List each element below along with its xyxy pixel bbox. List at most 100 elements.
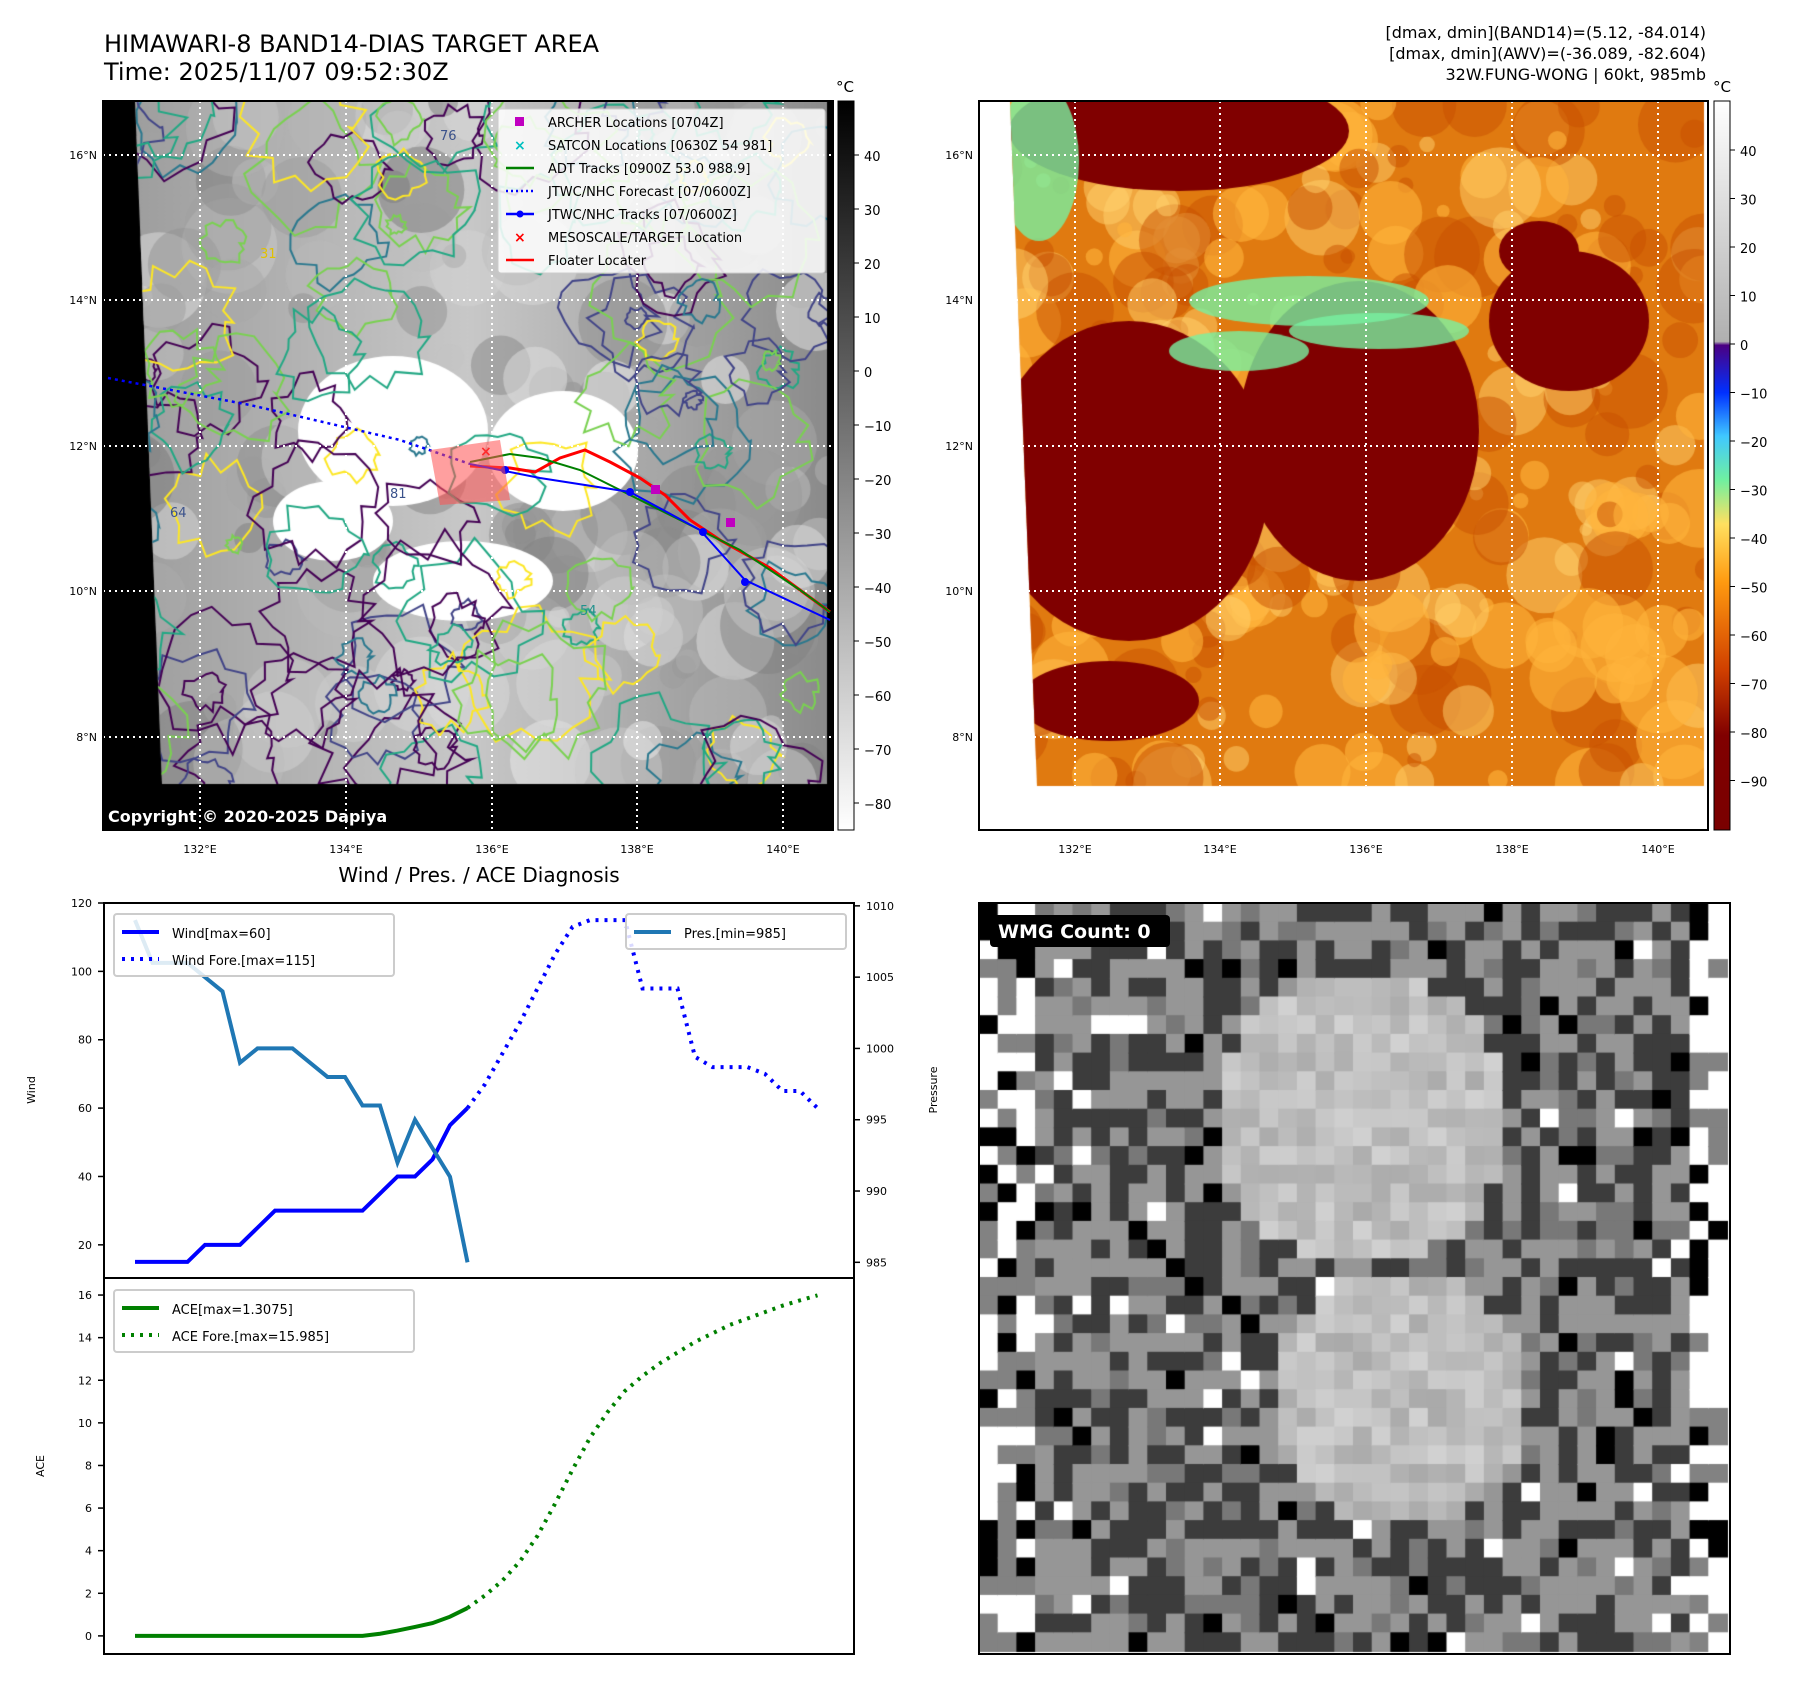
adt-track [469, 452, 831, 613]
legend-item: × MESOSCALE/TARGET Location [514, 230, 742, 246]
ace-axes-frame [103, 1277, 855, 1655]
colorbar-tick-label: −40 [864, 582, 891, 597]
wind-ytick-label: 120 [71, 897, 92, 910]
colorbar-tick-label: 30 [1740, 194, 1757, 209]
figure-title: HIMAWARI-8 BAND14-DIAS TARGET AREA [104, 30, 600, 58]
legend-label: Wind Fore.[max=115] [172, 954, 315, 969]
colorbar-tick-label: 20 [1740, 242, 1757, 257]
wind-ytick-label: 40 [78, 1170, 92, 1183]
contour-label: 64 [170, 506, 187, 521]
pressure-ytick-label: 985 [866, 1256, 887, 1269]
lat-label-map1: 16°N [69, 149, 97, 162]
colorbar-tick-label: 0 [1740, 339, 1748, 354]
colorbar-tick-label: −60 [864, 690, 891, 705]
lat-label-map1: 10°N [69, 585, 97, 598]
ace-ytick-label: 6 [85, 1502, 92, 1515]
lon-label-map1: 136°E [475, 843, 508, 856]
lon-label-map1: 138°E [620, 843, 653, 856]
lat-label-map2: 10°N [945, 585, 973, 598]
lat-label-map1: 8°N [76, 731, 97, 744]
wmg-badge [990, 915, 1170, 947]
wmg-imagery [979, 903, 1730, 1654]
ace-ytick-label: 14 [78, 1332, 92, 1345]
map2-overlays [978, 100, 1709, 831]
ace-ytick-label: 4 [85, 1545, 92, 1558]
legend-item: Floater Locater [506, 254, 647, 269]
colorbar-tick-label: −60 [1740, 630, 1767, 645]
colorbar-tick-label: 10 [1740, 291, 1757, 306]
ace-ytick-label: 10 [78, 1417, 92, 1430]
archer-location-marker [726, 518, 735, 527]
lon-label-map2: 136°E [1349, 843, 1382, 856]
lat-label-map2: 14°N [945, 294, 973, 307]
lat-label-map1: 12°N [69, 440, 97, 453]
chart-legend: ACE[max=1.3075] ACE Fore.[max=15.985] [113, 1289, 415, 1353]
chart-legend: Wind[max=60] Wind Fore.[max=115] [113, 913, 395, 977]
colorbar-tick-label: −50 [864, 636, 891, 651]
colorbar-tick-label: −70 [864, 744, 891, 759]
wmg-frame [978, 902, 1731, 1655]
square-marker-icon [515, 117, 524, 126]
x-marker-icon: × [514, 138, 526, 154]
colorbar-tick-label: −30 [1740, 485, 1767, 500]
lon-label-map2: 138°E [1495, 843, 1528, 856]
pressure-ytick-label: 1000 [866, 1042, 894, 1055]
jtwc-track [469, 463, 831, 621]
map1-colorbar: °C 40 30 20 10 0 −10 −20 −30 −40 −50 −60 −70 −80 [836, 78, 891, 831]
lat-label-map1: 14°N [69, 294, 97, 307]
map1-overlays: × 76 64 31 54 81 Copyright © 2020-2025 D… [102, 100, 834, 831]
chart-title: Wind / Pres. / ACE Diagnosis [338, 863, 619, 887]
map1-legend: ARCHER Locations [0704Z] × SATCON Location… [497, 108, 826, 274]
legend-label: ADT Tracks [0900Z 53.0 988.9] [548, 162, 750, 177]
ace-ytick-label: 0 [85, 1630, 92, 1643]
wind-ytick-label: 100 [71, 965, 92, 978]
colorbar-tick-label: −70 [1740, 679, 1767, 694]
lon-label-map1: 140°E [766, 843, 799, 856]
colorbar-tick-label: −80 [1740, 727, 1767, 742]
map2-gridlines [1010, 101, 1704, 786]
colorbar-tick-label: 0 [864, 366, 872, 381]
map2-frame [978, 100, 1709, 831]
ace-line [135, 1606, 469, 1638]
lat-label-map2: 8°N [952, 731, 973, 744]
contour-label: 81 [390, 487, 407, 502]
colorbar-unit: °C [836, 78, 854, 96]
x-marker-icon: × [514, 230, 526, 246]
colorbar-unit: °C [1713, 78, 1731, 96]
wmg-count: WMG Count: 0 [998, 921, 1151, 943]
archer-location-marker [651, 485, 660, 494]
lon-label-map2: 132°E [1058, 843, 1091, 856]
wind-forecast-line [465, 918, 819, 1110]
lon-label-map1: 132°E [183, 843, 216, 856]
legend-item: ADT Tracks [0900Z 53.0 988.9] [506, 162, 750, 177]
contour-label: 31 [260, 247, 277, 262]
legend-label: Floater Locater [548, 254, 647, 269]
colorbar-tick-label: 30 [864, 204, 881, 219]
colorbar-tick-label: −80 [864, 798, 891, 813]
colorbar-tick-label: −40 [1740, 533, 1767, 548]
colorbar-tick-label: −90 [1740, 776, 1767, 791]
pressure-ytick-label: 1005 [866, 971, 894, 984]
colorbar-tick-label: 40 [1740, 145, 1757, 160]
contour-label: 76 [440, 129, 457, 144]
jtwc-forecast-track [107, 376, 471, 466]
wind-ylabel: Wind [25, 1076, 38, 1104]
lon-label-map1: 134°E [329, 843, 362, 856]
jtwc-track-points [501, 466, 749, 586]
wind-ytick-label: 60 [78, 1102, 92, 1115]
ace-ytick-label: 2 [85, 1587, 92, 1600]
legend-item: ARCHER Locations [0704Z] [515, 116, 724, 131]
floater-box [430, 440, 510, 505]
legend-label: JTWC/NHC Forecast [07/0600Z] [547, 185, 751, 200]
colorbar-tick-label: −10 [1740, 388, 1767, 403]
contour-label: 54 [580, 604, 597, 619]
ace-ylabel: ACE [34, 1455, 47, 1477]
chart-legend: Pres.[min=985] [625, 913, 847, 950]
pressure-ytick-label: 990 [866, 1185, 887, 1198]
wind-ytick-label: 80 [78, 1034, 92, 1047]
legend-label: SATCON Locations [0630Z 54 981] [548, 139, 772, 154]
ace-ytick-label: 8 [85, 1459, 92, 1472]
wind-line [135, 1106, 469, 1264]
colorbar-tick-label: −20 [864, 474, 891, 489]
